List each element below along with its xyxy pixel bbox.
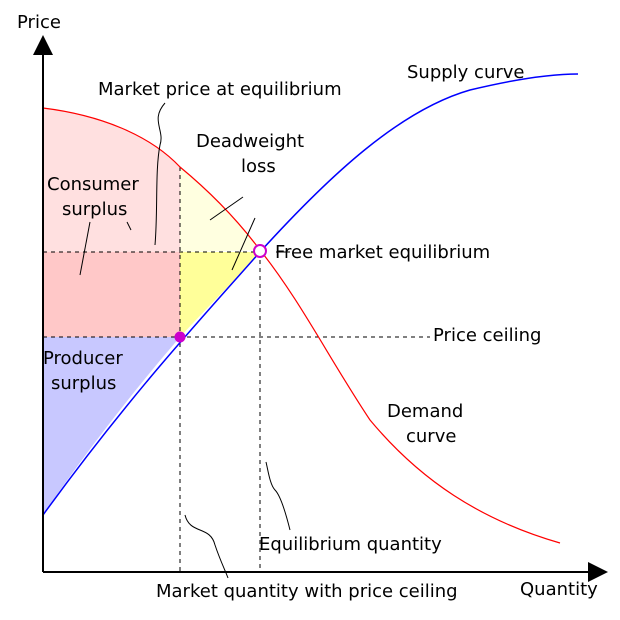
producer-surplus-label-line1: Producer bbox=[43, 348, 123, 369]
consumer-surplus-label-line2: surplus bbox=[62, 199, 127, 220]
producer-surplus-label-line2: surplus bbox=[51, 373, 116, 394]
demand-curve-label-line1: Demand bbox=[387, 401, 463, 422]
market-quantity-pointer bbox=[184, 514, 229, 579]
deadweight-label-line2: loss bbox=[241, 156, 276, 177]
demand-curve bbox=[42, 107, 561, 544]
y-axis-label: Price bbox=[17, 12, 61, 33]
deadweight-loss-region bbox=[180, 252, 260, 337]
consumer-surplus-region bbox=[43, 252, 180, 337]
price-ceiling-point bbox=[174, 331, 186, 343]
x-axis-label: Quantity bbox=[520, 579, 598, 600]
free-market-equilibrium-point bbox=[253, 244, 267, 258]
supply-curve bbox=[42, 73, 579, 516]
consumer-surplus-upper-region bbox=[43, 108, 180, 252]
deadweight-label-line1: Deadweight bbox=[196, 131, 304, 152]
consumer-pointer bbox=[79, 221, 91, 276]
supply-curve-label: Supply curve bbox=[407, 62, 525, 83]
equilibrium-quantity-label: Equilibrium quantity bbox=[259, 534, 442, 555]
consumer-surplus-label-line1: Consumer bbox=[47, 174, 139, 195]
demand-curve-label-line2: curve bbox=[406, 426, 456, 447]
deadweight-pointer bbox=[209, 196, 244, 221]
market-price-label: Market price at equilibrium bbox=[98, 79, 342, 100]
equilibrium-quantity-pointer bbox=[265, 461, 291, 531]
market-quantity-label: Market quantity with price ceiling bbox=[156, 581, 458, 602]
consumer-small-pointer bbox=[126, 221, 132, 231]
free-market-label: Free market equilibrium bbox=[275, 242, 490, 263]
price-ceiling-label: Price ceiling bbox=[433, 325, 541, 346]
producer-surplus-region bbox=[43, 337, 180, 515]
deadweight-lower-pointer bbox=[231, 217, 256, 271]
deadweight-upper-region bbox=[180, 167, 260, 252]
market-price-pointer bbox=[154, 102, 166, 246]
